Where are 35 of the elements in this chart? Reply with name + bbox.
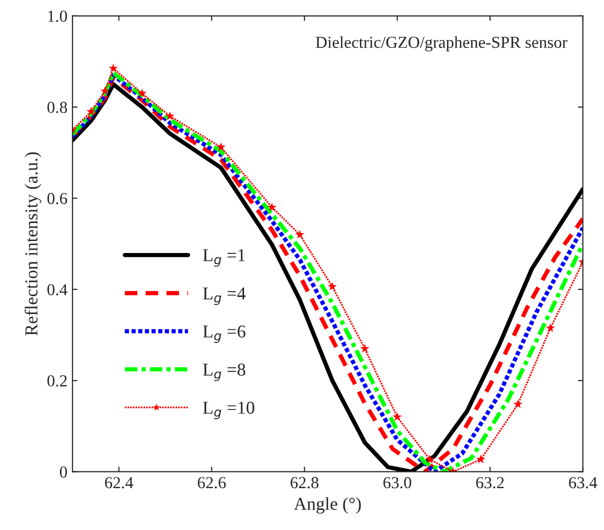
x-tick-label: 62.4: [105, 477, 134, 488]
y-tick-label: 0.2: [47, 375, 67, 387]
x-tick-label: 62.8: [290, 477, 318, 488]
point: [165, 111, 175, 120]
y-tick-label: 1.0: [48, 10, 67, 22]
y-tick-label: 0.6: [47, 192, 68, 204]
point: [267, 202, 277, 212]
point: [137, 88, 147, 98]
annotation: Dielectric/GZO/graphene-SPR sensor: [316, 36, 568, 52]
x-tick-label: 63.0: [383, 477, 412, 488]
point: [392, 412, 402, 421]
x-axis-title: Angle (°): [294, 497, 361, 514]
y-axis-title: Reflection intensity (a.u.): [24, 152, 42, 336]
point: [546, 323, 556, 332]
point: [328, 282, 337, 291]
point: [86, 106, 96, 116]
y-tick-label: 0.8: [47, 102, 67, 114]
point: [216, 142, 226, 152]
x-tick-label: 63.2: [476, 477, 504, 488]
legend-label: L$_{g}$ =4: [203, 288, 246, 306]
legend-label: L$_{g}$ =8: [203, 364, 246, 382]
point: [476, 454, 486, 464]
point: [513, 399, 523, 408]
legend-label: L$_{g}$ =6: [203, 325, 246, 343]
legend-label: L$_{g}$ =1: [203, 249, 245, 267]
x-tick-label: 63.4: [568, 477, 598, 488]
y-tick-label: 0: [60, 466, 67, 478]
y-tick-label: 0.4: [47, 284, 68, 296]
point: [108, 63, 118, 72]
x-tick-label: 62.6: [198, 477, 226, 488]
point: [425, 454, 434, 464]
point: [100, 86, 110, 96]
legend-label: L$_{g}$ =10: [203, 402, 254, 420]
point: [295, 230, 304, 239]
point: [360, 344, 370, 353]
